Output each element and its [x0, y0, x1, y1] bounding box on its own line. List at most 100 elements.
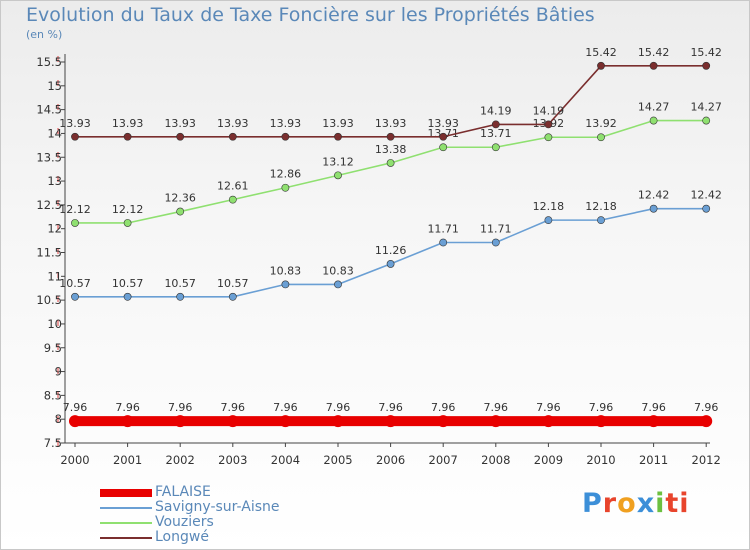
x-tick-label: 2006 [376, 453, 405, 467]
data-point [597, 133, 605, 142]
legend-swatch [100, 507, 152, 509]
data-point [491, 143, 500, 152]
data-point [71, 132, 79, 141]
data-label: 7.96 [63, 401, 88, 414]
y-tick-label: 11.5 [36, 246, 62, 260]
data-label: 10.57 [112, 277, 144, 290]
legend-item: Savigny-sur-Aisne [100, 499, 360, 516]
data-point [491, 120, 500, 129]
data-label: 13.93 [375, 117, 407, 130]
y-tick-label: 10 [47, 317, 62, 331]
x-tick-label: 2002 [166, 453, 195, 467]
data-point [489, 415, 502, 428]
data-point [649, 116, 658, 125]
data-label: 12.12 [112, 203, 144, 216]
data-label: 13.93 [59, 117, 91, 130]
y-tick-label: 15.5 [36, 55, 62, 69]
data-point [597, 216, 605, 225]
data-point [228, 132, 237, 141]
data-point [542, 415, 555, 428]
data-label: 7.96 [326, 401, 351, 414]
data-point [334, 132, 342, 141]
data-point [281, 132, 290, 141]
data-point [176, 292, 185, 301]
data-point [597, 61, 605, 70]
y-tick-label: 12.5 [36, 198, 62, 212]
data-point [386, 132, 395, 141]
chart-title: Evolution du Taux de Taxe Foncière sur l… [26, 4, 595, 26]
data-point [384, 415, 397, 428]
data-label: 7.96 [273, 401, 298, 414]
y-tick-label: 13.5 [36, 150, 62, 164]
data-point [176, 132, 185, 141]
data-label: 14.19 [533, 104, 565, 117]
data-point [228, 195, 237, 204]
data-point [228, 292, 237, 301]
data-label: 10.57 [164, 277, 196, 290]
data-point [174, 415, 187, 428]
legend-item: FALAISE [100, 484, 360, 501]
data-label: 12.42 [638, 189, 670, 202]
y-tick-label: 14 [47, 126, 62, 140]
data-label: 10.57 [217, 277, 249, 290]
logo-letter: x [636, 488, 656, 519]
data-label: 14.27 [690, 101, 722, 114]
x-tick-label: 2005 [323, 453, 352, 467]
data-label: 7.96 [115, 401, 140, 414]
y-tick-label: 13 [47, 174, 62, 188]
data-point [386, 260, 395, 268]
y-tick-label: 11 [47, 269, 62, 283]
data-label: 7.96 [168, 401, 193, 414]
legend-swatch [100, 537, 152, 539]
data-label: 7.96 [378, 401, 403, 414]
data-point [226, 415, 239, 428]
y-tick-label: 10.5 [36, 293, 62, 307]
y-tick-label: 9.5 [44, 341, 62, 355]
legend-swatch [100, 489, 152, 497]
x-tick-label: 2001 [113, 453, 142, 467]
data-label: 13.12 [322, 155, 354, 168]
data-point [281, 183, 290, 192]
data-point [595, 415, 607, 428]
data-point [649, 61, 658, 70]
data-label: 13.71 [480, 127, 512, 140]
y-tick-label: 8.5 [44, 388, 62, 402]
data-point [702, 204, 711, 213]
data-label: 13.93 [270, 117, 302, 130]
data-label: 13.93 [164, 117, 196, 130]
y-tick-label: 15 [47, 79, 62, 93]
data-label: 10.57 [59, 277, 91, 290]
legend-swatch [100, 522, 152, 524]
legend-label: Savigny-sur-Aisne [155, 499, 280, 515]
y-tick-label: 7.5 [44, 436, 62, 450]
y-tick-label: 9 [55, 365, 62, 379]
y-tick-label: 8 [55, 412, 62, 426]
data-point [437, 415, 450, 428]
x-tick-label: 2009 [534, 453, 563, 467]
data-label: 13.93 [217, 117, 249, 130]
data-label: 12.86 [270, 168, 302, 181]
data-label: 12.42 [690, 189, 722, 202]
logo-letter: P [582, 488, 603, 519]
data-label: 11.26 [375, 244, 407, 257]
data-point [279, 415, 292, 428]
data-point [69, 415, 81, 428]
data-label: 7.96 [589, 401, 614, 414]
x-tick-label: 2007 [429, 453, 458, 467]
data-point [439, 132, 448, 141]
legend-label: FALAISE [155, 484, 211, 500]
data-label: 11.71 [427, 222, 459, 235]
data-point [71, 292, 79, 301]
legend-item: Longwé [100, 529, 360, 546]
x-tick-label: 2012 [692, 453, 721, 467]
data-point [544, 120, 553, 129]
x-tick-label: 2011 [639, 453, 668, 467]
x-tick-label: 2004 [271, 453, 300, 467]
data-point [71, 219, 79, 227]
x-tick-label: 2003 [218, 453, 247, 467]
legend-label: Vouziers [155, 514, 214, 530]
data-point [439, 238, 448, 247]
data-label: 15.42 [638, 46, 670, 59]
data-label: 12.36 [164, 192, 196, 205]
